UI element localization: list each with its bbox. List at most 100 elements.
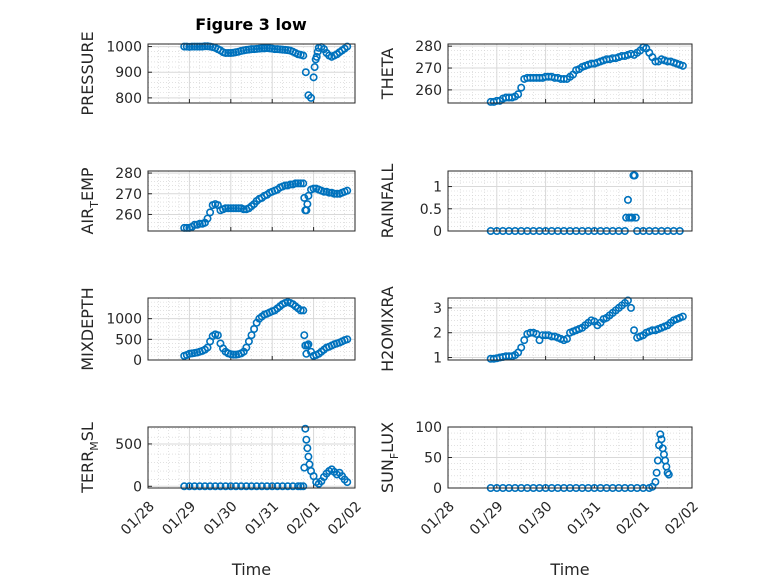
data-point bbox=[234, 204, 243, 213]
data-point bbox=[299, 179, 308, 188]
axes-frame bbox=[447, 426, 693, 489]
y-tick-label: 1 bbox=[433, 180, 442, 196]
data-point bbox=[302, 435, 311, 444]
data-point bbox=[343, 335, 352, 344]
y-tick-label: 3 bbox=[433, 301, 442, 317]
axes-frame bbox=[147, 297, 356, 361]
data-point bbox=[185, 482, 194, 491]
y-axis-label: THETA bbox=[378, 48, 397, 100]
data-point bbox=[195, 42, 204, 51]
subplot-mixdepth: 0 500 1000 MIXDEPTH bbox=[78, 287, 356, 371]
y-tick-label: 0 bbox=[433, 481, 442, 497]
y-axis-label: H2OMIXRA bbox=[378, 286, 397, 372]
data-point bbox=[226, 204, 235, 213]
data-point bbox=[180, 42, 189, 51]
y-axis-label: PRESSURE bbox=[78, 31, 97, 115]
x-axis-label: Time bbox=[549, 560, 589, 579]
data-point bbox=[247, 482, 256, 491]
data-point bbox=[263, 482, 272, 491]
subplot-h2omixra: 1 2 3 H2OMIXRA bbox=[378, 286, 693, 372]
data-point bbox=[239, 205, 248, 214]
data-point bbox=[303, 341, 312, 350]
data-point bbox=[294, 179, 303, 188]
data-point bbox=[304, 340, 313, 349]
data-point bbox=[299, 306, 308, 315]
y-tick-label: 900 bbox=[115, 65, 142, 81]
data-point bbox=[268, 482, 277, 491]
data-point bbox=[211, 482, 220, 491]
data-point bbox=[664, 470, 673, 479]
data-point bbox=[257, 44, 266, 53]
x-axis-label: Time bbox=[231, 560, 271, 579]
data-point bbox=[200, 482, 209, 491]
data-point bbox=[221, 204, 230, 213]
x-tick-label: 01/29 bbox=[467, 499, 507, 539]
subplot-sun-flux: 0 50 100 SUNFLUX 01/28 01/29 01/30 01/31 02/01 02… bbox=[378, 420, 702, 579]
data-point bbox=[628, 213, 637, 222]
data-point bbox=[193, 42, 202, 51]
axes-frame bbox=[147, 426, 356, 489]
data-point bbox=[626, 303, 635, 312]
data-point bbox=[270, 45, 279, 54]
data-point bbox=[273, 482, 282, 491]
data-point bbox=[180, 482, 189, 491]
data-point bbox=[229, 350, 238, 359]
data-point bbox=[296, 482, 305, 491]
y-tick-label: 2 bbox=[433, 326, 442, 342]
data-point bbox=[310, 63, 319, 72]
data-point bbox=[343, 42, 352, 51]
axes-frame bbox=[447, 170, 693, 232]
axes-frame bbox=[147, 43, 356, 104]
y-tick-label: 500 bbox=[115, 332, 142, 348]
data-point bbox=[562, 334, 571, 343]
axes-frame bbox=[147, 170, 356, 232]
data-point bbox=[296, 306, 305, 315]
data-point bbox=[309, 184, 318, 193]
data-point bbox=[206, 482, 215, 491]
data-point bbox=[226, 482, 235, 491]
data-point bbox=[224, 48, 233, 57]
y-tick-label: 0 bbox=[133, 479, 142, 495]
y-tick-label: 270 bbox=[415, 61, 442, 77]
y-tick-label: 0 bbox=[133, 353, 142, 369]
data-point bbox=[283, 482, 292, 491]
data-point bbox=[242, 482, 251, 491]
data-point bbox=[657, 435, 666, 444]
x-tick-label: 01/29 bbox=[159, 499, 199, 539]
data-point bbox=[221, 482, 230, 491]
data-point bbox=[294, 482, 303, 491]
data-point bbox=[229, 204, 238, 213]
data-point bbox=[299, 51, 308, 60]
data-point bbox=[206, 208, 215, 217]
data-point bbox=[190, 42, 199, 51]
data-point bbox=[299, 482, 308, 491]
data-point bbox=[291, 179, 300, 188]
data-point bbox=[520, 336, 529, 345]
data-point bbox=[237, 482, 246, 491]
y-axis-label: TERRMSL bbox=[78, 422, 101, 494]
data-point bbox=[319, 187, 328, 196]
data-point bbox=[300, 331, 309, 340]
data-point bbox=[514, 90, 523, 99]
data-point bbox=[325, 188, 334, 197]
x-tick-label: 01/28 bbox=[118, 499, 158, 539]
subplot-air-temp: 260 270 280 AIRTEMP bbox=[78, 166, 356, 235]
data-point bbox=[678, 61, 687, 70]
data-point bbox=[651, 477, 660, 486]
y-tick-label: 100 bbox=[415, 420, 442, 436]
subplot-rainfall: 0 0.5 1 RAINFALL bbox=[378, 164, 693, 240]
data-point bbox=[288, 482, 297, 491]
data-point bbox=[303, 444, 312, 453]
data-point bbox=[195, 219, 204, 228]
data-point bbox=[231, 204, 240, 213]
y-tick-label: 280 bbox=[115, 166, 142, 182]
data-point bbox=[216, 482, 225, 491]
data-point bbox=[312, 52, 321, 61]
data-point bbox=[652, 468, 661, 477]
data-point bbox=[630, 326, 639, 335]
data-point bbox=[200, 42, 209, 51]
data-point bbox=[221, 48, 230, 57]
data-point bbox=[190, 220, 199, 229]
